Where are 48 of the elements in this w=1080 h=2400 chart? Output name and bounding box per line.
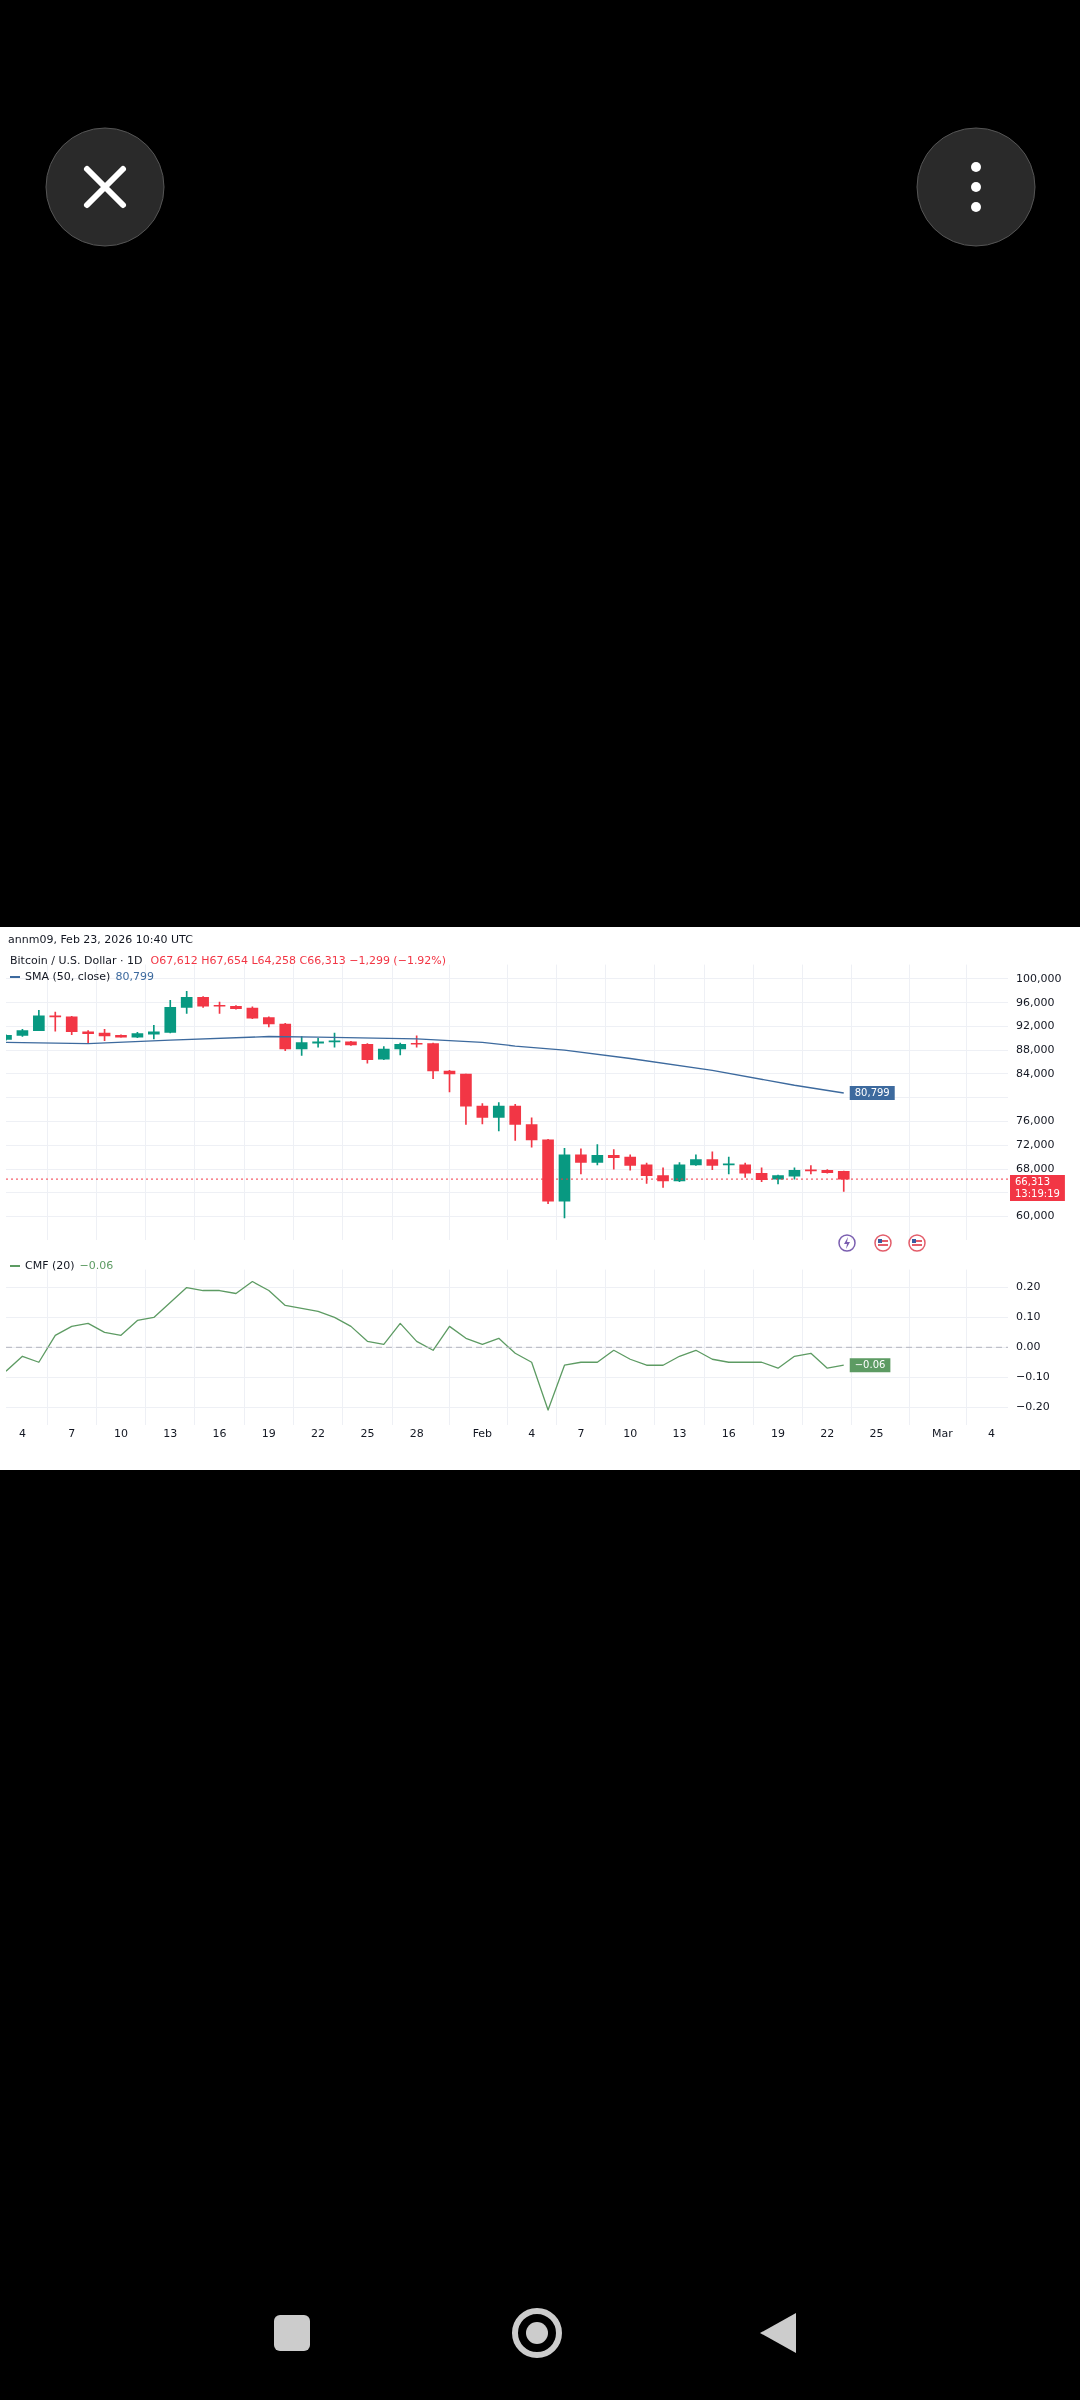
x-tick-label: 7 <box>68 1427 76 1441</box>
legend-label: SMA (50, close) <box>25 970 111 983</box>
y-tick-label: 0.00 <box>1016 1340 1041 1354</box>
x-tick-label: Feb <box>472 1427 493 1441</box>
data-label: 80,799 <box>854 1086 890 1098</box>
text: 13:19:19 <box>1015 1187 1060 1199</box>
y-tick-label: 68,000 <box>1016 1161 1055 1175</box>
x-tick-label: 4 <box>988 1427 996 1441</box>
x-tick-label: 28 <box>409 1427 424 1441</box>
y-tick-label: 92,000 <box>1016 1019 1055 1033</box>
text: 80,799 <box>115 970 154 983</box>
x-tick-label: 7 <box>577 1427 585 1441</box>
y-tick-label: 0.20 <box>1016 1280 1041 1294</box>
legend-label: CMF (20) <box>25 1259 75 1272</box>
x-tick-label: 4 <box>18 1427 26 1441</box>
ref-line-label: 66,313 <box>1015 1175 1050 1187</box>
y-tick-label: 72,000 <box>1016 1138 1055 1152</box>
y-tick-label: −0.10 <box>1016 1370 1050 1384</box>
y-tick-label: 60,000 <box>1016 1209 1055 1223</box>
text: annm09, Feb 23, 2026 10:40 UTC <box>7 932 194 948</box>
chart-title: Bitcoin / U.S. Dollar · 1D <box>10 954 143 967</box>
candlestick <box>148 1024 160 1040</box>
y-tick-label: −0.20 <box>1016 1399 1050 1413</box>
candlestick <box>607 1149 620 1170</box>
text: −0.06 <box>79 1259 114 1272</box>
y-tick-label: 76,000 <box>1016 1114 1055 1128</box>
y-tick-label: 0.10 <box>1016 1310 1041 1324</box>
x-tick-label: 22 <box>311 1427 326 1441</box>
x-tick-label: 10 <box>113 1427 128 1441</box>
candlestick <box>49 1011 62 1032</box>
x-tick-label: 13 <box>163 1427 178 1441</box>
x-tick-label: Mar <box>931 1427 954 1441</box>
x-tick-label: 19 <box>771 1427 786 1441</box>
x-tick-label: 22 <box>820 1427 835 1441</box>
x-tick-label: 16 <box>212 1427 227 1441</box>
x-tick-label: 10 <box>623 1427 638 1441</box>
x-tick-label: 16 <box>721 1427 736 1441</box>
y-tick-label: 84,000 <box>1016 1066 1055 1080</box>
chart-subtitle: O67,612 H67,654 L64,258 C66,313 −1,299 (−1.92%) <box>150 954 447 967</box>
y-tick-label: 96,000 <box>1016 995 1055 1009</box>
x-tick-label: 13 <box>672 1427 687 1441</box>
y-tick-label: 100,000 <box>1016 971 1062 985</box>
data-label: −0.06 <box>854 1358 886 1370</box>
x-tick-label: 4 <box>528 1427 536 1441</box>
x-tick-label: 19 <box>261 1427 276 1441</box>
y-tick-label: 88,000 <box>1016 1043 1055 1057</box>
x-tick-label: 25 <box>869 1427 884 1441</box>
x-tick-label: 25 <box>360 1427 375 1441</box>
